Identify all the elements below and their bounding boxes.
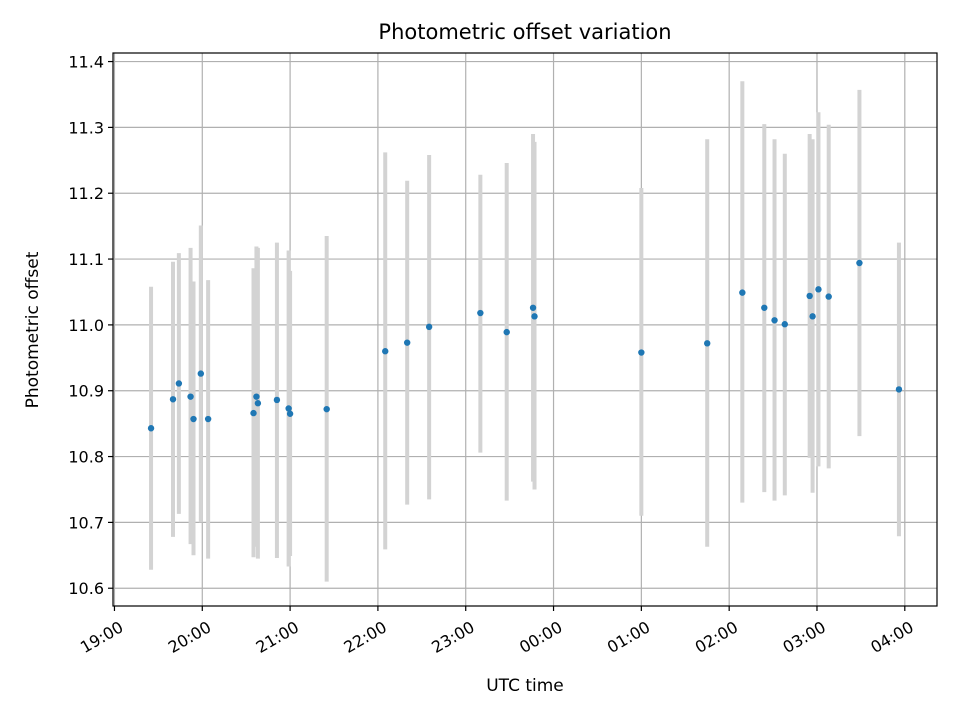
y-tick-label: 10.9 — [68, 382, 104, 401]
data-point — [254, 400, 262, 407]
y-tick-label: 11.3 — [68, 118, 104, 137]
data-point — [638, 349, 645, 356]
chart-title: Photometric offset variation — [378, 20, 671, 44]
data-point — [761, 304, 768, 311]
data-point — [190, 415, 197, 423]
axis-ticks: 19:00 20:00 21:00 22:00 23:00 00:00 01:00 02:00… — [68, 53, 916, 657]
data-point — [382, 348, 389, 355]
data-point — [250, 409, 257, 417]
data-point — [531, 313, 538, 320]
data-point — [169, 396, 177, 403]
data-point — [204, 415, 212, 423]
y-tick-label: 11.0 — [68, 316, 104, 335]
data-point — [739, 289, 746, 296]
data-point — [253, 393, 260, 400]
data-point — [147, 425, 155, 432]
y-tick-label: 10.8 — [68, 448, 104, 467]
data-point — [809, 313, 816, 320]
data-point — [806, 292, 813, 300]
data-points — [147, 259, 903, 432]
y-tick-label: 11.1 — [68, 250, 104, 269]
data-point — [323, 405, 330, 413]
x-tick-label: 00:00 — [516, 617, 565, 657]
x-tick-label: 03:00 — [780, 617, 829, 657]
data-point — [781, 321, 788, 328]
data-point — [425, 323, 433, 331]
data-point — [825, 293, 832, 300]
x-axis-label: UTC time — [486, 676, 564, 696]
x-tick-label: 22:00 — [340, 617, 389, 657]
data-point — [895, 386, 903, 393]
data-point — [197, 370, 205, 377]
data-point — [477, 309, 484, 317]
x-tick-label: 20:00 — [165, 617, 214, 657]
x-tick-label: 19:00 — [77, 617, 126, 657]
data-point — [285, 405, 292, 412]
data-point — [503, 328, 510, 336]
y-tick-label: 10.6 — [68, 579, 104, 598]
error-bars — [149, 81, 901, 582]
grid — [113, 53, 937, 606]
y-tick-label: 11.2 — [68, 184, 104, 203]
x-tick-label: 23:00 — [428, 617, 477, 657]
data-point — [175, 380, 183, 387]
data-point — [273, 396, 281, 404]
data-point — [403, 339, 411, 346]
data-point — [704, 340, 711, 347]
data-point — [187, 393, 194, 400]
y-axis-label: Photometric offset — [23, 251, 43, 408]
data-point — [771, 317, 778, 324]
x-tick-label: 01:00 — [604, 617, 653, 657]
plot-frame — [112, 52, 938, 607]
x-tick-label: 04:00 — [867, 617, 916, 657]
data-point — [856, 259, 863, 267]
y-tick-label: 10.7 — [68, 513, 104, 532]
x-tick-label: 21:00 — [253, 617, 302, 657]
data-point — [286, 410, 294, 417]
data-point — [815, 286, 822, 293]
y-tick-label: 11.4 — [68, 53, 104, 72]
x-tick-label: 02:00 — [692, 617, 741, 657]
data-point — [529, 304, 537, 311]
